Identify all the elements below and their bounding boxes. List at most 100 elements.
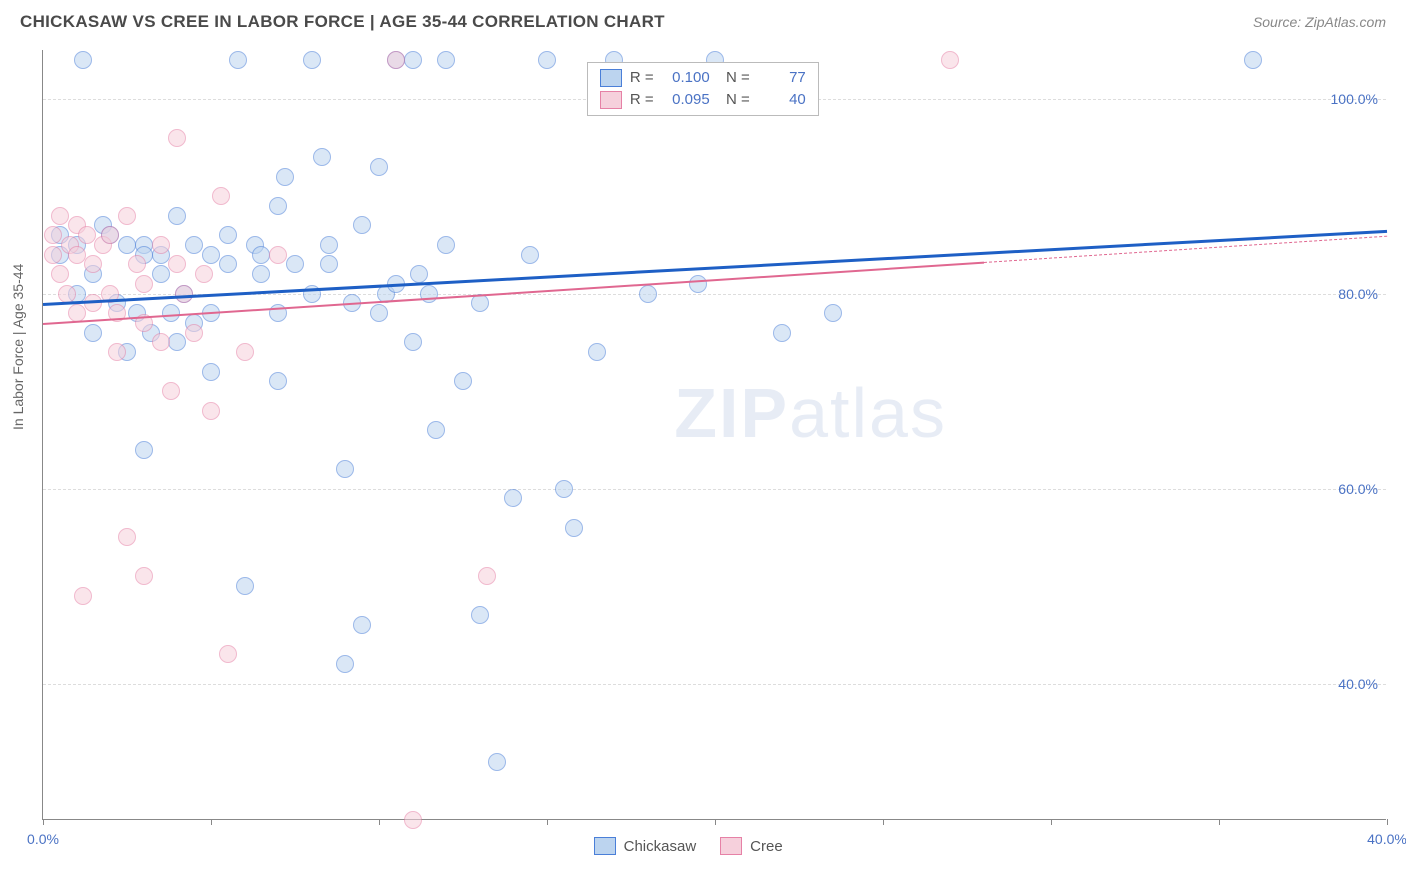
stat-n-label: N = xyxy=(718,69,750,86)
chart-title: CHICKASAW VS CREE IN LABOR FORCE | AGE 3… xyxy=(20,12,665,32)
x-tick xyxy=(715,819,716,825)
scatter-point xyxy=(168,129,186,147)
scatter-point xyxy=(353,216,371,234)
scatter-point xyxy=(824,304,842,322)
scatter-point xyxy=(504,489,522,507)
scatter-point xyxy=(44,226,62,244)
stat-n-value: 77 xyxy=(758,69,806,86)
scatter-point xyxy=(313,148,331,166)
scatter-point xyxy=(135,441,153,459)
scatter-point xyxy=(404,333,422,351)
x-tick xyxy=(1051,819,1052,825)
scatter-point xyxy=(336,655,354,673)
scatter-point xyxy=(236,343,254,361)
stat-r-label: R = xyxy=(630,69,654,86)
scatter-point xyxy=(51,207,69,225)
scatter-point xyxy=(202,246,220,264)
scatter-point xyxy=(128,255,146,273)
scatter-point xyxy=(286,255,304,273)
scatter-point xyxy=(639,285,657,303)
x-tick-label: 40.0% xyxy=(1367,831,1406,847)
y-tick-label: 80.0% xyxy=(1338,286,1378,302)
scatter-point xyxy=(1244,51,1262,69)
scatter-point xyxy=(236,577,254,595)
scatter-point xyxy=(404,811,422,829)
legend-label: Chickasaw xyxy=(624,838,697,855)
scatter-point xyxy=(74,51,92,69)
scatter-point xyxy=(118,236,136,254)
scatter-point xyxy=(588,343,606,361)
scatter-point xyxy=(195,265,213,283)
scatter-point xyxy=(78,226,96,244)
legend-swatch xyxy=(600,69,622,87)
scatter-point xyxy=(303,51,321,69)
scatter-point xyxy=(229,51,247,69)
scatter-point xyxy=(427,421,445,439)
scatter-point xyxy=(152,265,170,283)
legend-swatch xyxy=(720,837,742,855)
scatter-point xyxy=(404,51,422,69)
legend-swatch xyxy=(600,91,622,109)
scatter-point xyxy=(219,255,237,273)
scatter-point xyxy=(162,304,180,322)
scatter-point xyxy=(219,226,237,244)
scatter-point xyxy=(108,343,126,361)
scatter-point xyxy=(555,480,573,498)
scatter-point xyxy=(175,285,193,303)
x-tick xyxy=(1387,819,1388,825)
y-tick-label: 100.0% xyxy=(1331,91,1378,107)
stats-row: R =0.095 N =40 xyxy=(600,89,806,111)
scatter-point xyxy=(538,51,556,69)
scatter-point xyxy=(521,246,539,264)
legend-item: Cree xyxy=(720,837,783,855)
scatter-point xyxy=(219,645,237,663)
stats-row: R = 0.100 N = 77 xyxy=(600,67,806,89)
legend-label: Cree xyxy=(750,838,783,855)
scatter-point xyxy=(74,587,92,605)
scatter-point xyxy=(320,236,338,254)
scatter-point xyxy=(118,528,136,546)
chart-source: Source: ZipAtlas.com xyxy=(1253,14,1386,30)
stat-r-label: R = xyxy=(630,91,654,108)
scatter-point xyxy=(269,372,287,390)
scatter-point xyxy=(269,246,287,264)
scatter-point xyxy=(941,51,959,69)
scatter-chart: ZIPatlas 40.0%60.0%80.0%100.0%0.0%40.0%R… xyxy=(42,50,1386,820)
scatter-point xyxy=(84,294,102,312)
scatter-point xyxy=(84,324,102,342)
scatter-point xyxy=(68,246,86,264)
scatter-point xyxy=(276,168,294,186)
legend-item: Chickasaw xyxy=(594,837,697,855)
scatter-point xyxy=(118,207,136,225)
chart-header: CHICKASAW VS CREE IN LABOR FORCE | AGE 3… xyxy=(0,0,1406,40)
scatter-point xyxy=(58,285,76,303)
x-tick xyxy=(43,819,44,825)
scatter-point xyxy=(202,363,220,381)
x-tick xyxy=(1219,819,1220,825)
scatter-point xyxy=(202,402,220,420)
scatter-point xyxy=(51,265,69,283)
gridline xyxy=(43,489,1386,490)
y-tick-label: 60.0% xyxy=(1338,481,1378,497)
scatter-point xyxy=(353,616,371,634)
scatter-point xyxy=(336,460,354,478)
scatter-point xyxy=(773,324,791,342)
scatter-point xyxy=(320,255,338,273)
scatter-point xyxy=(269,197,287,215)
scatter-point xyxy=(370,304,388,322)
y-axis-label: In Labor Force | Age 35-44 xyxy=(10,264,26,430)
stat-r-value: 0.100 xyxy=(662,69,710,86)
stat-n-value: 40 xyxy=(758,91,806,108)
scatter-point xyxy=(387,51,405,69)
x-tick xyxy=(883,819,884,825)
scatter-point xyxy=(185,236,203,254)
x-tick xyxy=(547,819,548,825)
scatter-point xyxy=(135,275,153,293)
stats-legend: R =0.100 N =77R =0.095 N =40 xyxy=(587,62,819,116)
scatter-point xyxy=(185,324,203,342)
scatter-point xyxy=(478,567,496,585)
scatter-point xyxy=(135,567,153,585)
scatter-point xyxy=(152,333,170,351)
stat-r-value: 0.095 xyxy=(662,91,710,108)
scatter-point xyxy=(44,246,62,264)
